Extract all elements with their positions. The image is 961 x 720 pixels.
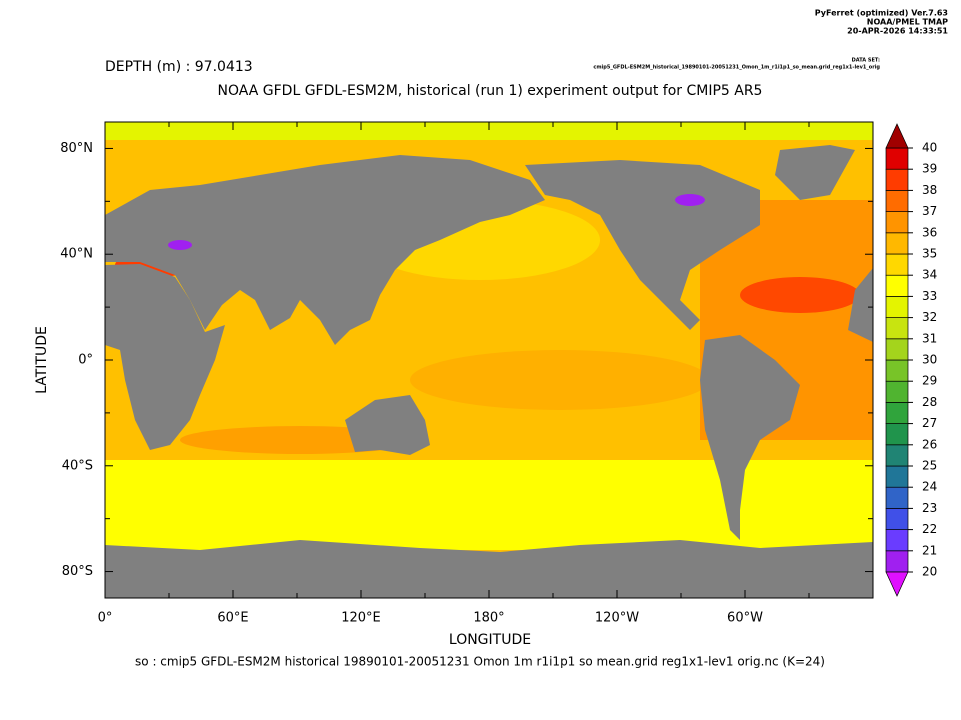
colorbar-swatch [885,359,909,382]
colorbar-swatch [885,508,909,530]
colorbar-label: 36 [922,225,937,239]
colorbar-swatch [885,253,909,276]
colorbar-label: 33 [922,289,937,303]
x-tick-label: 60°E [217,611,248,626]
colorbar-swatch [885,232,909,255]
colorbar-swatch [885,529,909,552]
dataset: cmip5_GFDL-ESM2M_historical_19890101-200… [593,65,880,71]
colorbar-swatch [885,274,909,297]
colorbar-label: 25 [922,459,937,473]
colorbar-label: 39 [922,162,937,176]
colorbar-swatch [885,338,909,361]
dataset-label: DATA SET: [852,58,880,64]
colorbar-label: 24 [922,480,937,494]
y-tick-label: 40°N [60,247,93,262]
y-tick-label: 0° [78,353,93,368]
map [105,122,873,598]
lab: NOAA/PMEL TMAP [867,18,948,27]
colorbar-label: 31 [922,331,937,345]
colorbar-swatch [885,190,909,212]
colorbar-label: 32 [922,310,937,324]
colorbar-label: 22 [922,522,937,536]
colorbar-label: 26 [922,437,937,451]
colorbar-under [885,571,909,597]
colorbar-swatch [885,465,909,488]
y-tick-label: 80°S [62,564,93,579]
colorbar-label: 38 [922,183,937,197]
x-tick-label: 120°W [595,611,639,626]
colorbar-swatch [885,147,909,170]
colorbar-label: 35 [922,247,937,261]
colorbar-swatch [885,444,909,467]
software: PyFerret (optimized) Ver.7.63 [815,9,948,18]
depth-label: DEPTH (m) : 97.0413 [105,59,253,75]
colorbar-swatch [885,486,909,509]
colorbar-label: 30 [922,353,937,367]
colorbar-swatch [885,168,909,191]
colorbar-swatch [885,423,909,446]
colorbar-label: 34 [922,268,937,282]
colorbar-swatch [885,317,909,340]
x-tick-label: 120°E [341,611,381,626]
colorbar-label: 20 [922,565,937,579]
colorbar-label: 28 [922,395,937,409]
colorbar-swatch [885,211,909,234]
colorbar-label: 23 [922,501,937,515]
timestamp: 20-APR-2026 14:33:51 [847,27,948,36]
colorbar-swatch [885,380,909,403]
y-tick-label: 80°N [60,141,93,156]
x-tick-label: 0° [98,611,113,626]
colorbar-swatch [885,550,909,573]
colorbar-label: 21 [922,543,937,557]
colorbar-swatch [885,296,909,318]
colorbar-label: 29 [922,374,937,388]
y-axis-label: LATITUDE [34,326,50,394]
x-axis-label: LONGITUDE [449,632,531,648]
colorbar-label: 37 [922,204,937,218]
colorbar-label: 27 [922,416,937,430]
colorbar-over [885,123,909,149]
colorbar-label: 40 [922,141,937,155]
x-tick-label: 180° [473,611,504,626]
caption: so : cmip5 GFDL-ESM2M historical 1989010… [135,655,825,669]
colorbar-swatch [885,402,909,424]
title: NOAA GFDL GFDL-ESM2M, historical (run 1)… [218,83,763,99]
y-tick-label: 40°S [62,458,93,473]
x-tick-label: 60°W [727,611,763,626]
